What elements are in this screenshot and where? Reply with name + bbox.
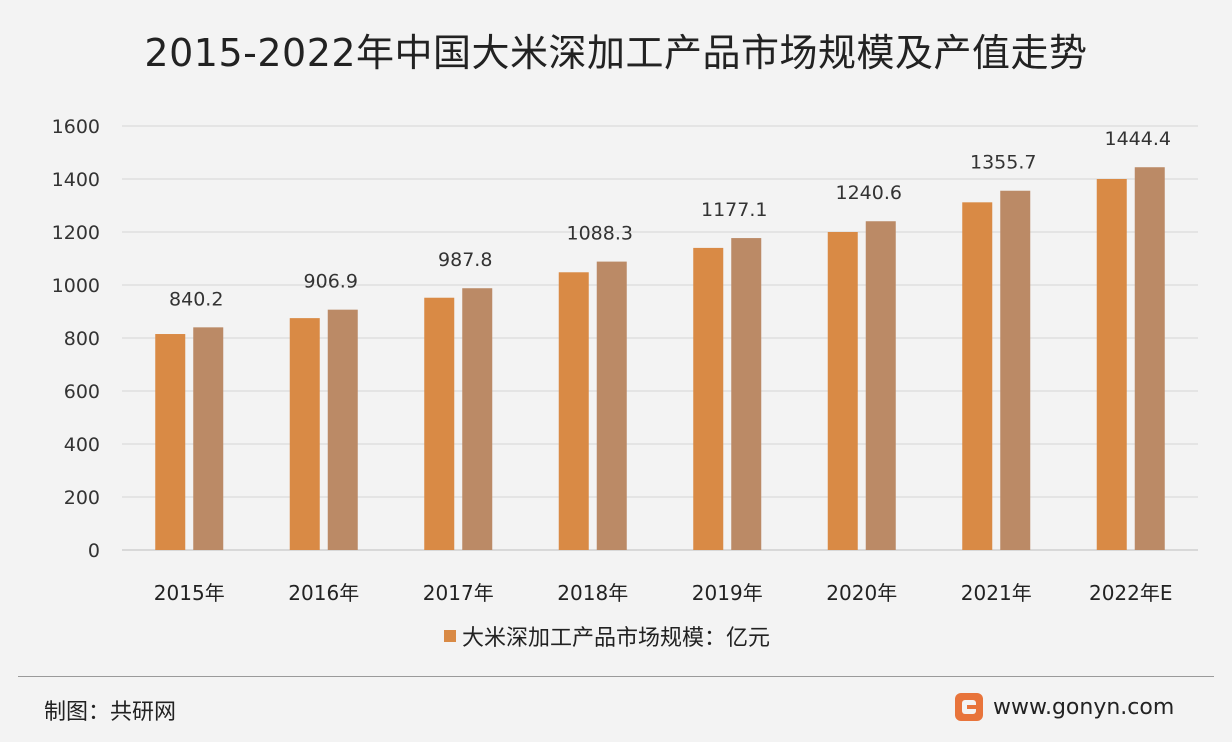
legend-swatch <box>444 630 456 642</box>
bar-market-size <box>827 232 858 550</box>
bar-output-value <box>462 288 493 550</box>
bar-market-size <box>962 202 993 550</box>
x-tick-label: 2022年E <box>1089 581 1173 605</box>
bar-market-size <box>693 247 724 550</box>
bar-market-size <box>1096 179 1127 550</box>
data-label: 840.2 <box>169 288 223 310</box>
bar-market-size <box>558 272 589 550</box>
y-tick-label: 200 <box>64 487 100 509</box>
source-credit: 制图：共研网 <box>44 700 177 725</box>
x-tick-label: 2020年 <box>826 581 897 605</box>
y-tick-label: 1200 <box>52 222 100 244</box>
bar-output-value <box>1000 190 1031 550</box>
x-tick-label: 2021年 <box>961 581 1032 605</box>
x-tick-label: 2015年 <box>154 581 225 605</box>
bar-output-value <box>1134 167 1165 550</box>
data-label: 1240.6 <box>836 182 902 204</box>
data-label: 987.8 <box>438 249 492 271</box>
gonyn-logo-icon <box>955 693 983 721</box>
y-tick-label: 400 <box>64 434 100 456</box>
bar-market-size <box>155 334 186 550</box>
x-tick-label: 2017年 <box>423 581 494 605</box>
data-label: 1177.1 <box>701 199 767 221</box>
x-tick-label: 2019年 <box>692 581 763 605</box>
y-tick-label: 600 <box>64 381 100 403</box>
bar-market-size <box>289 318 320 550</box>
x-tick-label: 2018年 <box>557 581 628 605</box>
bar-market-size <box>424 297 455 550</box>
data-label: 1355.7 <box>970 152 1036 174</box>
data-label: 1088.3 <box>567 223 633 245</box>
bar-output-value <box>731 238 762 551</box>
bar-output-value <box>865 221 896 550</box>
site-credit: www.gonyn.com <box>955 691 1174 723</box>
site-url: www.gonyn.com <box>993 694 1175 720</box>
data-label: 906.9 <box>304 271 358 293</box>
y-tick-label: 1000 <box>52 275 100 297</box>
y-tick-label: 1400 <box>52 169 100 191</box>
bar-output-value <box>596 261 627 550</box>
data-label: 1444.4 <box>1105 128 1171 150</box>
y-tick-label: 800 <box>64 328 100 350</box>
footer-divider <box>18 676 1214 677</box>
bar-output-value <box>193 327 224 550</box>
x-tick-label: 2016年 <box>288 581 359 605</box>
y-tick-label: 1600 <box>52 116 100 138</box>
y-tick-label: 0 <box>88 540 100 562</box>
legend-label: 大米深加工产品市场规模：亿元 <box>462 626 770 651</box>
bar-output-value <box>327 309 358 550</box>
chart-title: 2015-2022年中国大米深加工产品市场规模及产值走势 <box>144 31 1088 75</box>
